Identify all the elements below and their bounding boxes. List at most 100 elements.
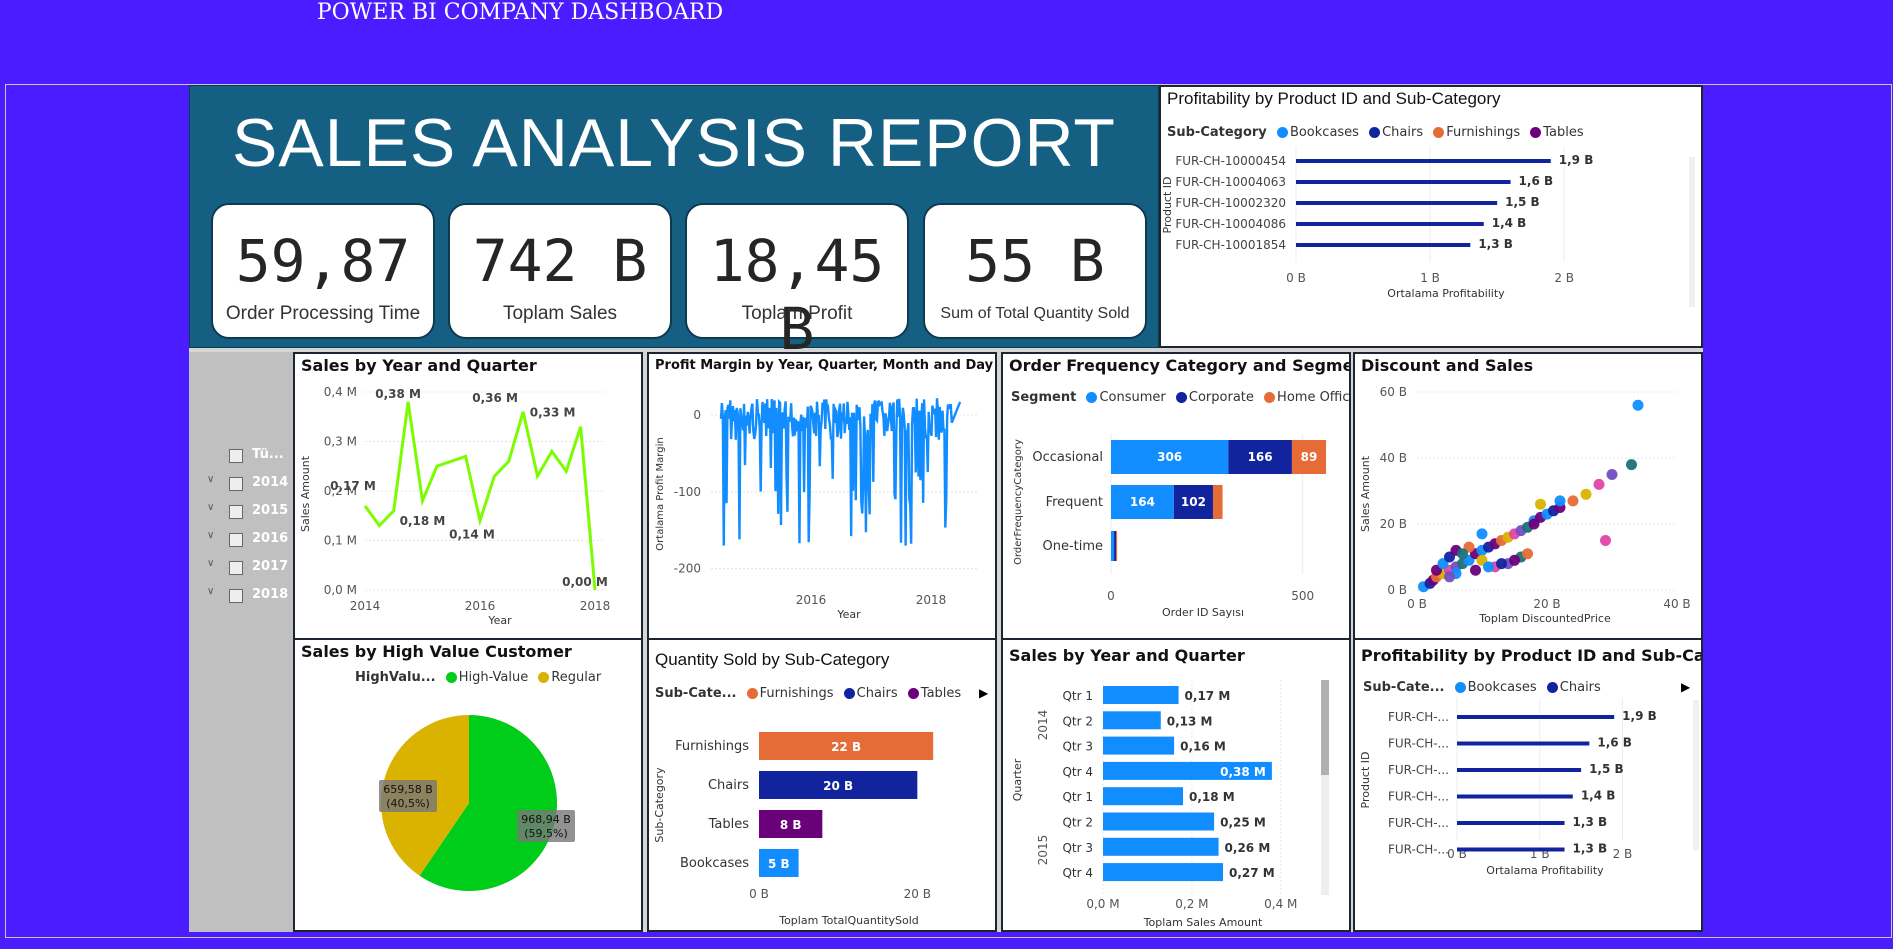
legend-item[interactable]: Corporate xyxy=(1188,390,1254,405)
tick-label: 0,2 M xyxy=(324,484,357,498)
legend-item[interactable]: Bookcases xyxy=(1289,125,1359,140)
legend-item[interactable]: Chairs xyxy=(1382,125,1424,140)
kpi-card-order-processing[interactable]: 59,87 Order Processing Time xyxy=(211,203,435,339)
profit-margin-visual[interactable]: Profit Margin by Year, Quarter, Month an… xyxy=(647,352,997,640)
data-label: 0,38 M xyxy=(375,387,421,401)
legend-dot-icon xyxy=(907,688,919,699)
data-label: 1,3 B xyxy=(1573,842,1608,856)
axis-title: Toplam TotalQuantitySold xyxy=(778,914,919,927)
profitability-bottom-visual[interactable]: Profitability by Product ID and Sub-Cate… xyxy=(1353,638,1703,932)
legend-item[interactable]: Regular xyxy=(551,670,602,685)
bar xyxy=(1296,159,1551,163)
legend-next-icon[interactable]: ▶ xyxy=(979,686,989,700)
data-label: 0,38 M xyxy=(1220,765,1266,779)
axis-title: Ortalama Profit Margin xyxy=(655,437,666,550)
data-label: 1,9 B xyxy=(1559,153,1594,167)
data-label: 1,3 B xyxy=(1573,815,1608,829)
kpi-value: 742 B xyxy=(472,227,648,295)
visual-title: Profitability by Product ID and Sub-Cate… xyxy=(1361,646,1703,665)
scatter-point xyxy=(1457,548,1468,560)
slicer-checkbox[interactable] xyxy=(229,533,243,547)
legend-item[interactable]: Consumer xyxy=(1099,390,1166,405)
data-label: 89 xyxy=(1301,450,1318,464)
legend-item[interactable]: Bookcases xyxy=(1467,680,1537,695)
legend-item[interactable]: Home Office xyxy=(1277,390,1351,405)
high-value-visual[interactable]: Sales by High Value Customer HighValu...… xyxy=(293,638,643,932)
slicer-checkbox[interactable] xyxy=(229,449,243,463)
scrollbar[interactable] xyxy=(1321,680,1329,895)
data-label: 0,26 M xyxy=(1225,841,1271,855)
axis-title: Year xyxy=(487,614,512,627)
legend: Sub-Cate... Furnishings Chairs Tables xyxy=(655,686,961,701)
data-label: 0,13 M xyxy=(1167,714,1213,728)
legend-dot-icon xyxy=(1530,127,1542,138)
kpi-card-total-profit[interactable]: 18,45 B Toplam Profit xyxy=(685,203,909,363)
legend-dot-icon xyxy=(1175,392,1187,403)
quantity-subcategory-visual[interactable]: Quantity Sold by Sub-Category Sub-Cate..… xyxy=(647,638,997,932)
slicer-item-all[interactable]: Tü... xyxy=(252,447,284,462)
chevron-down-icon[interactable]: ∨ xyxy=(207,586,215,597)
tick-label: -200 xyxy=(674,562,701,576)
chevron-down-icon[interactable]: ∨ xyxy=(207,558,215,569)
bar-segment xyxy=(1291,440,1327,474)
legend-item[interactable]: Furnishings xyxy=(1446,125,1521,140)
tick-label: 2 B xyxy=(1554,271,1574,285)
legend-item[interactable]: Chairs xyxy=(856,686,898,701)
slicer-item-2015[interactable]: 2015 xyxy=(252,503,289,518)
discount-sales-visual[interactable]: Discount and Sales 0 B 20 B 40 B 60 B 0 B 20 … xyxy=(1353,352,1703,640)
chevron-down-icon[interactable]: ∨ xyxy=(207,502,215,513)
data-label: 306 xyxy=(1157,450,1182,464)
bar xyxy=(1103,863,1223,882)
slicer-checkbox[interactable] xyxy=(229,477,243,491)
legend-next-icon[interactable]: ▶ xyxy=(1681,680,1691,694)
slicer-checkbox[interactable] xyxy=(229,505,243,519)
slicer-item-2014[interactable]: 2014 xyxy=(252,475,289,490)
legend-title: Sub-Cate... xyxy=(655,686,737,701)
tick-label: Qtr 4 xyxy=(1062,866,1093,880)
legend-dot-icon xyxy=(1454,682,1466,693)
legend-item[interactable]: Chairs xyxy=(1559,680,1601,695)
tick-label: One-time xyxy=(1042,539,1103,554)
scatter-point xyxy=(1593,478,1605,490)
visual-title: Sales by Year and Quarter xyxy=(1009,646,1245,665)
legend-item[interactable]: High-Value xyxy=(458,670,529,685)
data-label: (59,5%) xyxy=(524,827,568,840)
tick-label: Qtr 1 xyxy=(1062,790,1093,804)
axis-title: OrderFrequencyCategory xyxy=(1013,439,1024,565)
tick-label: FUR-CH-10004063 xyxy=(1175,175,1286,189)
slicer-checkbox[interactable] xyxy=(229,589,243,603)
tick-label: 20 B xyxy=(1533,597,1560,611)
kpi-card-total-sales[interactable]: 742 B Toplam Sales xyxy=(448,203,672,339)
legend-dot-icon xyxy=(1264,392,1276,403)
slicer-item-2018[interactable]: 2018 xyxy=(252,587,289,602)
sales-quarter-bar-visual[interactable]: Sales by Year and Quarter 0,0 M 0,2 M 0,4 … xyxy=(1001,638,1351,932)
data-label: 1,6 B xyxy=(1597,736,1632,750)
tick-label: 2014 xyxy=(350,599,381,613)
legend-item[interactable]: Tables xyxy=(920,686,962,701)
tick-label: 60 B xyxy=(1380,385,1407,399)
profitability-top-visual[interactable]: Profitability by Product ID and Sub-Cate… xyxy=(1159,85,1703,348)
scatter-point xyxy=(1567,495,1579,507)
axis-title: Sales Amount xyxy=(299,455,312,532)
scrollbar-thumb[interactable] xyxy=(1321,680,1329,775)
chevron-down-icon[interactable]: ∨ xyxy=(207,530,215,541)
sales-line-visual[interactable]: Sales by Year and Quarter 0,0 M 0,1 M 0,2 … xyxy=(293,352,643,640)
bar xyxy=(1457,821,1565,825)
tick-label: FUR-CH-10004086 xyxy=(1175,217,1286,231)
chevron-down-icon[interactable]: ∨ xyxy=(207,474,215,485)
legend-item[interactable]: Tables xyxy=(1543,125,1584,140)
kpi-card-quantity-sold[interactable]: 55 B Sum of Total Quantity Sold xyxy=(923,203,1147,339)
tick-label: 0 B xyxy=(1407,597,1427,611)
order-frequency-visual[interactable]: Order Frequency Category and Segment Seg… xyxy=(1001,352,1351,640)
slicer-item-2016[interactable]: 2016 xyxy=(252,531,289,546)
legend-dot-icon xyxy=(1433,127,1445,138)
data-label: 1,3 B xyxy=(1478,237,1513,251)
report-canvas: SALES ANALYSIS REPORT 59,87 Order Proces… xyxy=(189,85,1703,932)
bar xyxy=(1457,847,1565,852)
scatter-point xyxy=(1483,561,1494,573)
slicer-item-2017[interactable]: 2017 xyxy=(252,559,289,574)
data-label: (40,5%) xyxy=(386,797,430,810)
legend-item[interactable]: Furnishings xyxy=(759,686,834,701)
slicer-checkbox[interactable] xyxy=(229,561,243,575)
